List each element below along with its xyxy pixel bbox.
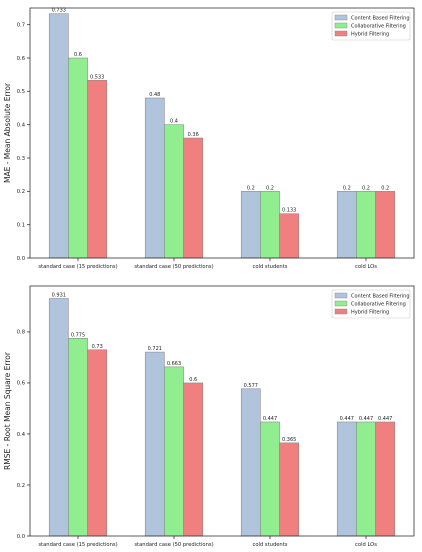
- bar-hybrid-filtering-1: [87, 349, 108, 537]
- bar-collaborative-filtering-2: [164, 366, 184, 537]
- data-label-collaborative-filtering-1: 0.775: [71, 332, 85, 338]
- legend-swatch-content-based-filtering: [334, 292, 348, 299]
- bar-hybrid-filtering-3: [279, 213, 300, 259]
- y-axis-label: MAE - Mean Absolute Error: [3, 82, 12, 183]
- bar-content-based-filtering-2: [144, 97, 165, 259]
- bar-hybrid-filtering-4: [375, 421, 396, 537]
- bar-collaborative-filtering-3: [260, 421, 280, 537]
- data-label-hybrid-filtering-2: 0.36: [188, 132, 199, 138]
- bar-hybrid-filtering-2: [183, 137, 204, 259]
- bar-collaborative-filtering-4: [356, 191, 376, 259]
- legend-swatch-collaborative-filtering: [334, 22, 348, 29]
- legend-label-content-based-filtering: Content Based Filtering: [351, 293, 410, 299]
- bar-content-based-filtering-3: [240, 388, 261, 537]
- bar-hybrid-filtering-1: [87, 80, 108, 259]
- data-label-collaborative-filtering-3: 0.447: [263, 416, 277, 422]
- x-tick-label: cold LOs: [355, 542, 377, 548]
- mae-chart-panel: 0.733 0.48 0.2 0.2 0.6 0.4 0.2 0.2 0.533 0.36 0.13…: [0, 0, 422, 270]
- y-tick-label: 0.7: [17, 22, 25, 28]
- bar-hybrid-filtering-2: [183, 382, 204, 537]
- data-label-content-based-filtering-3: 0.577: [244, 383, 258, 389]
- bar-hybrid-filtering-4: [375, 191, 396, 259]
- plot-frame: [29, 285, 415, 537]
- data-label-content-based-filtering-2: 0.721: [148, 346, 162, 352]
- y-tick-label: 0.1: [17, 222, 25, 228]
- bar-content-based-filtering-1: [48, 298, 69, 537]
- bar-collaborative-filtering-3: [260, 191, 280, 259]
- y-tick-label: 0.0: [17, 256, 25, 262]
- bar-collaborative-filtering-1: [68, 57, 88, 259]
- legend-label-hybrid-filtering: Hybrid Filtering: [351, 309, 389, 315]
- legend-swatch-content-based-filtering: [334, 14, 348, 21]
- y-tick-label: 0.5: [17, 89, 25, 95]
- rmse-bar-chart: 0.931 0.721 0.577 0.447 0.775 0.663 0.447 0.447…: [3, 285, 415, 548]
- data-label-hybrid-filtering-4: 0.447: [378, 416, 392, 422]
- data-label-hybrid-filtering-3: 0.365: [282, 437, 296, 443]
- data-label-content-based-filtering-3: 0.2: [247, 185, 255, 191]
- y-tick-label: 0.3: [17, 156, 25, 162]
- legend-swatch-collaborative-filtering: [334, 300, 348, 307]
- y-tick-label: 0.4: [17, 432, 26, 438]
- bar-content-based-filtering-2: [144, 351, 165, 537]
- legend-box: [331, 11, 411, 41]
- x-tick-label: cold students: [253, 264, 288, 270]
- y-tick-label: 0.2: [17, 189, 25, 195]
- data-label-content-based-filtering-1: 0.931: [52, 293, 66, 299]
- data-label-collaborative-filtering-2: 0.4: [170, 119, 178, 125]
- bar-hybrid-filtering-3: [279, 442, 300, 537]
- bar-collaborative-filtering-1: [68, 338, 88, 537]
- data-label-hybrid-filtering-1: 0.533: [90, 74, 104, 80]
- legend: Content Based Filtering Collaborative Fil…: [331, 289, 411, 319]
- data-label-hybrid-filtering-3: 0.133: [282, 208, 296, 214]
- bar-content-based-filtering-4: [336, 421, 357, 537]
- rmse-chart-panel: 0.931 0.721 0.577 0.447 0.775 0.663 0.447 0.447…: [0, 278, 422, 548]
- data-label-collaborative-filtering-1: 0.6: [74, 52, 82, 58]
- legend-label-content-based-filtering: Content Based Filtering: [351, 15, 410, 21]
- bar-content-based-filtering-1: [48, 13, 69, 259]
- data-label-content-based-filtering-1: 0.733: [52, 8, 66, 14]
- data-label-collaborative-filtering-4: 0.2: [362, 185, 370, 191]
- x-tick-label: standard case (15 predictions): [38, 264, 117, 270]
- y-tick-label: 0.2: [17, 483, 25, 489]
- legend-label-collaborative-filtering: Collaborative Filtering: [351, 23, 406, 29]
- bar-collaborative-filtering-4: [356, 421, 376, 537]
- y-tick-label: 0.6: [17, 56, 25, 62]
- bar-content-based-filtering-3: [240, 191, 261, 259]
- mae-bar-chart: 0.733 0.48 0.2 0.2 0.6 0.4 0.2 0.2 0.533 0.36 0.13…: [3, 7, 415, 270]
- x-tick-label: cold students: [253, 542, 288, 548]
- data-label-content-based-filtering-4: 0.447: [340, 416, 354, 422]
- data-label-hybrid-filtering-1: 0.73: [92, 344, 103, 350]
- data-label-collaborative-filtering-2: 0.663: [167, 361, 181, 367]
- legend-swatch-hybrid-filtering: [334, 30, 348, 37]
- legend-label-hybrid-filtering: Hybrid Filtering: [351, 31, 389, 37]
- x-tick-label: standard case (50 predictions): [134, 542, 213, 548]
- x-tick-label: standard case (50 predictions): [134, 264, 213, 270]
- plot-frame: [29, 7, 415, 259]
- data-label-collaborative-filtering-4: 0.447: [359, 416, 373, 422]
- y-tick-label: 0.0: [17, 534, 25, 540]
- x-tick-label: standard case (15 predictions): [38, 542, 117, 548]
- x-tick-label: cold LOs: [355, 264, 377, 270]
- data-label-hybrid-filtering-2: 0.6: [189, 377, 197, 383]
- legend: Content Based Filtering Collaborative Fil…: [331, 11, 411, 41]
- y-tick-label: 0.4: [17, 122, 26, 128]
- data-label-collaborative-filtering-3: 0.2: [266, 185, 274, 191]
- data-label-hybrid-filtering-4: 0.2: [381, 185, 389, 191]
- data-label-content-based-filtering-4: 0.2: [343, 185, 351, 191]
- legend-label-collaborative-filtering: Collaborative Filtering: [351, 301, 406, 307]
- bar-collaborative-filtering-2: [164, 124, 184, 259]
- bar-content-based-filtering-4: [336, 191, 357, 259]
- y-axis-label: RMSE - Root Mean Square Error: [3, 351, 12, 470]
- data-label-content-based-filtering-2: 0.48: [149, 92, 160, 98]
- y-tick-label: 0.8: [17, 330, 25, 336]
- legend-box: [331, 289, 411, 319]
- legend-swatch-hybrid-filtering: [334, 308, 348, 315]
- y-tick-label: 0.6: [17, 381, 25, 387]
